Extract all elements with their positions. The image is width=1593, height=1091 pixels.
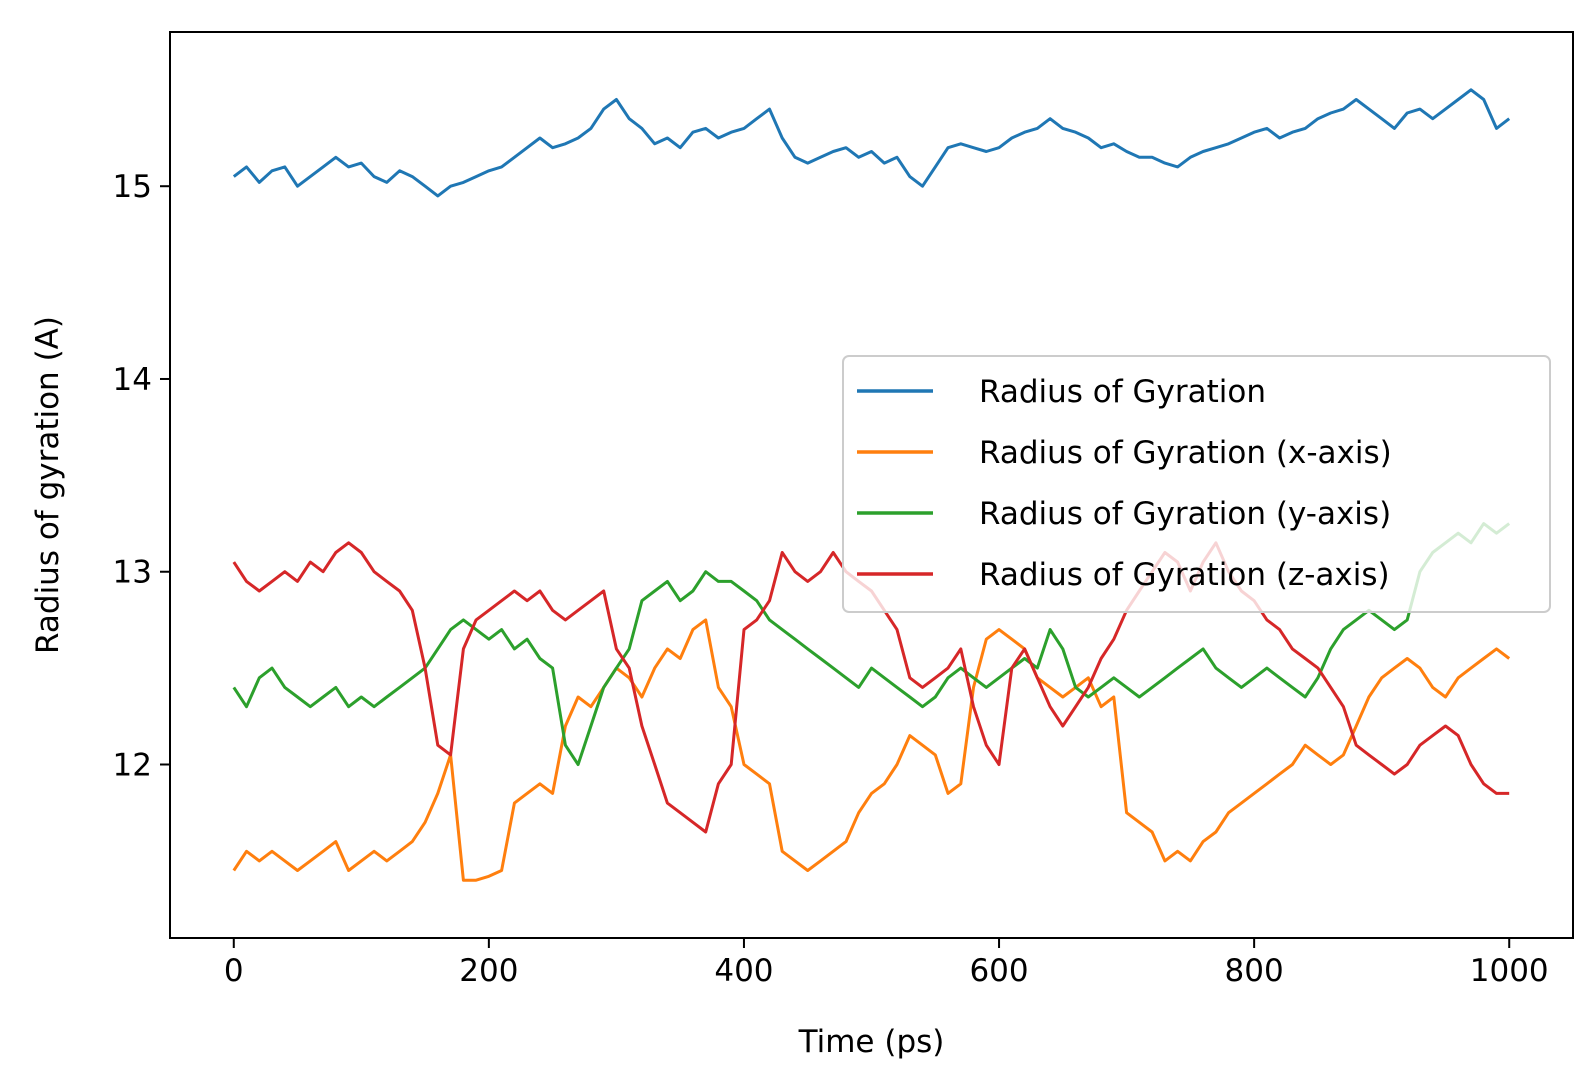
- x-tick-label-3: 600: [969, 953, 1028, 989]
- series-line-2: [232, 522, 1511, 766]
- x-tick-label-1: 200: [459, 953, 518, 989]
- legend-label-1: Radius of Gyration (x-axis): [979, 435, 1392, 471]
- x-tick-label-5: 1000: [1470, 953, 1549, 989]
- legend-label-3: Radius of Gyration (z-axis): [979, 557, 1390, 593]
- x-axis-ticks: 0 200 400 600 800 1000: [224, 938, 1549, 989]
- x-tick-label-2: 400: [714, 953, 773, 989]
- y-tick-label-1: 13: [113, 555, 152, 591]
- x-axis-label: Time (ps): [798, 1024, 945, 1060]
- y-tick-label-2: 14: [113, 362, 152, 398]
- plot-frame: [169, 31, 1574, 939]
- x-tick-label-4: 800: [1225, 953, 1284, 989]
- legend: Radius of Gyration Radius of Gyration (x-…: [842, 355, 1551, 613]
- y-tick-label-3: 15: [113, 169, 152, 205]
- legend-label-2: Radius of Gyration (y-axis): [979, 496, 1391, 532]
- legend-box: [842, 355, 1551, 613]
- y-axis-label: Radius of gyration (A): [30, 316, 66, 654]
- y-tick-label-0: 12: [113, 748, 152, 784]
- series-line-1: [232, 618, 1511, 882]
- series-line-0: [232, 88, 1511, 198]
- y-axis-ticks: 12 13 14 15: [113, 169, 170, 784]
- x-tick-label-0: 0: [224, 953, 244, 989]
- legend-label-0: Radius of Gyration: [979, 374, 1266, 410]
